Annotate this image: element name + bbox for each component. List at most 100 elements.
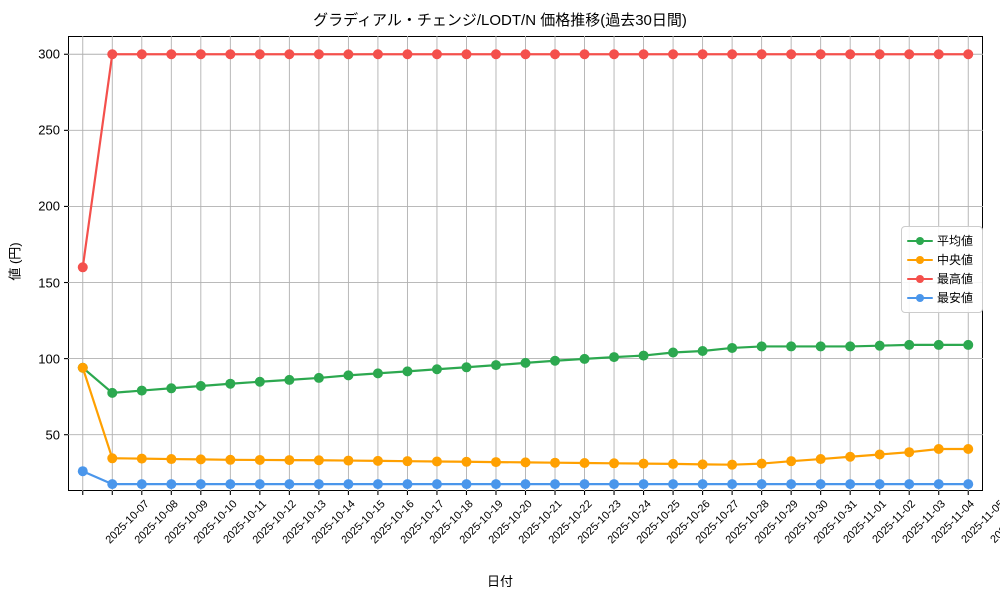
series-1 bbox=[77, 339, 974, 398]
data-point bbox=[225, 378, 236, 389]
data-point bbox=[579, 479, 590, 490]
data-point bbox=[166, 49, 177, 60]
data-point bbox=[166, 383, 177, 394]
legend-swatch-icon bbox=[907, 254, 933, 266]
data-point bbox=[638, 479, 649, 490]
data-point bbox=[727, 49, 738, 60]
data-point bbox=[284, 479, 295, 490]
data-point bbox=[520, 357, 531, 368]
data-point bbox=[786, 49, 797, 60]
data-point bbox=[284, 49, 295, 60]
data-point bbox=[431, 364, 442, 375]
legend-item[interactable]: 平均値 bbox=[907, 231, 977, 250]
data-point bbox=[195, 454, 206, 465]
data-point bbox=[520, 49, 531, 60]
data-point bbox=[845, 451, 856, 462]
y-tick-label: 50 bbox=[45, 427, 60, 443]
data-point bbox=[904, 49, 915, 60]
data-point bbox=[195, 381, 206, 391]
data-point bbox=[904, 479, 915, 490]
data-point bbox=[402, 366, 413, 377]
data-point bbox=[609, 479, 620, 490]
data-point bbox=[609, 352, 620, 363]
data-point bbox=[756, 458, 767, 469]
data-point bbox=[668, 458, 679, 469]
data-point bbox=[756, 479, 767, 490]
data-point bbox=[107, 453, 118, 464]
axis-tick-marks bbox=[64, 53, 969, 495]
data-point bbox=[609, 49, 620, 60]
data-point bbox=[815, 341, 826, 352]
data-point bbox=[638, 49, 649, 60]
data-point bbox=[372, 368, 383, 379]
data-point bbox=[107, 479, 118, 490]
data-point bbox=[372, 49, 383, 60]
data-point bbox=[697, 459, 708, 470]
data-point bbox=[668, 347, 679, 358]
legend-item[interactable]: 中央値 bbox=[907, 250, 977, 269]
data-point bbox=[668, 479, 679, 490]
data-point bbox=[933, 479, 944, 490]
data-point bbox=[107, 49, 118, 60]
data-point bbox=[313, 372, 324, 383]
data-point bbox=[490, 457, 501, 468]
data-point bbox=[254, 454, 265, 465]
data-point bbox=[963, 49, 974, 60]
data-point bbox=[254, 49, 265, 60]
data-point bbox=[431, 49, 442, 60]
legend-item-label: 最高値 bbox=[937, 272, 974, 286]
data-point bbox=[343, 49, 354, 60]
data-point bbox=[963, 479, 974, 490]
legend-swatch-icon bbox=[907, 292, 933, 304]
data-point bbox=[284, 374, 295, 385]
data-point bbox=[254, 376, 265, 387]
data-point bbox=[815, 479, 826, 490]
data-point bbox=[77, 466, 88, 477]
data-point bbox=[136, 49, 147, 60]
data-point bbox=[727, 342, 738, 353]
data-point bbox=[490, 49, 501, 60]
data-point bbox=[166, 454, 177, 465]
data-point bbox=[461, 479, 472, 490]
legend-item-label: 平均値 bbox=[937, 234, 974, 248]
data-point bbox=[786, 456, 797, 467]
data-point bbox=[550, 355, 561, 366]
data-point bbox=[195, 49, 206, 60]
legend-item[interactable]: 最高値 bbox=[907, 269, 977, 288]
data-point bbox=[579, 49, 590, 60]
data-point bbox=[490, 360, 501, 371]
chart-legend: 平均値中央値最高値最安値 bbox=[901, 226, 983, 313]
legend-item-label: 最安値 bbox=[937, 291, 974, 305]
data-point bbox=[756, 341, 767, 352]
data-point bbox=[520, 457, 531, 468]
data-point bbox=[638, 350, 649, 361]
data-point bbox=[756, 49, 767, 60]
data-point bbox=[550, 479, 561, 490]
data-point bbox=[845, 479, 856, 490]
data-point bbox=[874, 449, 885, 460]
data-point bbox=[609, 458, 620, 469]
data-point bbox=[786, 341, 797, 352]
series-4 bbox=[77, 466, 974, 490]
data-point bbox=[697, 346, 708, 356]
data-point bbox=[372, 455, 383, 466]
y-axis-tick-labels: 50 100 150 200 250 300 bbox=[8, 0, 60, 600]
data-point bbox=[136, 453, 147, 464]
data-point bbox=[550, 49, 561, 60]
data-point bbox=[874, 340, 885, 351]
data-point bbox=[963, 444, 974, 454]
data-point bbox=[668, 49, 679, 60]
data-point bbox=[107, 387, 118, 398]
data-point bbox=[461, 456, 472, 467]
y-tick-label: 300 bbox=[38, 46, 60, 62]
data-point bbox=[933, 444, 944, 454]
data-point bbox=[343, 370, 354, 381]
data-point bbox=[933, 49, 944, 60]
data-point bbox=[697, 479, 708, 490]
data-point bbox=[136, 479, 147, 490]
data-point bbox=[254, 479, 265, 490]
legend-item[interactable]: 最安値 bbox=[907, 288, 977, 307]
data-point bbox=[225, 454, 236, 465]
data-point bbox=[904, 447, 915, 458]
